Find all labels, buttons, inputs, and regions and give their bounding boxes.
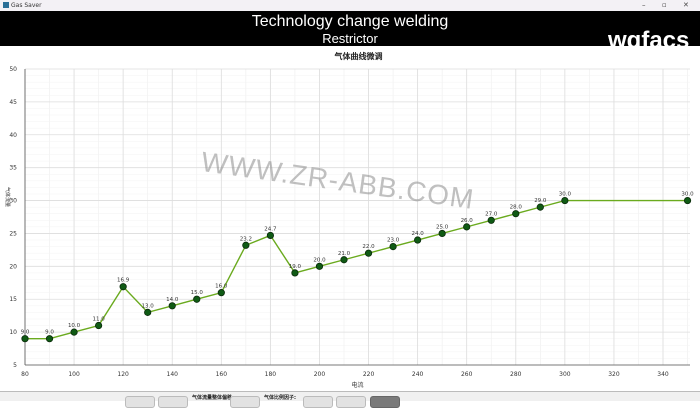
data-label: 25.0	[436, 224, 449, 230]
svg-text:wgfacs: wgfacs	[607, 27, 689, 54]
data-label: 27.0	[485, 211, 498, 217]
data-label: 26.0	[461, 218, 474, 224]
data-label: 22.0	[362, 244, 375, 250]
x-tick-label: 280	[510, 371, 522, 378]
scale-input[interactable]	[303, 396, 333, 408]
data-point	[463, 223, 471, 231]
data-point	[414, 236, 422, 244]
x-axis-label: 电流	[351, 381, 363, 389]
x-tick-label: 180	[265, 371, 277, 378]
data-point	[70, 328, 78, 336]
data-point	[193, 295, 201, 303]
x-tick-label: 340	[657, 371, 669, 378]
x-tick-label: 260	[461, 371, 473, 378]
data-point	[364, 249, 373, 257]
maximize-icon[interactable]: ▫	[662, 1, 667, 9]
header-title: Technology change welding	[251, 13, 449, 30]
y-tick-label: 25	[9, 230, 17, 237]
offset-label: 气体流量整体偏移:	[192, 395, 235, 401]
data-point	[536, 203, 544, 211]
x-tick-label: 200	[314, 371, 326, 378]
close-icon[interactable]: ✕	[683, 1, 689, 9]
x-tick-label: 140	[167, 371, 179, 378]
data-label: 9.0	[45, 330, 54, 336]
data-point	[389, 243, 397, 251]
y-axis-label: 气体流量	[4, 187, 11, 207]
data-label: 11.0	[92, 317, 105, 323]
window-title: Gas Saver	[11, 2, 42, 9]
data-label: 23.2	[240, 236, 252, 242]
data-point	[683, 196, 692, 205]
data-point	[95, 321, 103, 330]
wgfacs-logo: wgfacs	[607, 27, 689, 54]
y-tick-label: 20	[9, 263, 17, 270]
data-point	[438, 229, 446, 238]
offset-input[interactable]	[230, 396, 260, 408]
toolbar-button-2[interactable]	[158, 396, 188, 408]
data-point	[487, 216, 495, 224]
data-point	[45, 335, 54, 343]
data-label: 30.0	[681, 192, 694, 198]
data-label: 19.0	[289, 264, 302, 270]
y-tick-label: 10	[9, 329, 17, 336]
series-line	[25, 199, 688, 340]
data-point	[217, 289, 225, 297]
data-label: 20.0	[313, 257, 326, 263]
toolbar-button-3[interactable]	[336, 396, 366, 408]
minimize-icon[interactable]: –	[642, 1, 646, 9]
x-tick-label: 300	[559, 371, 571, 378]
chart-title: 气体曲线微调	[334, 52, 383, 61]
y-tick-label: 50	[9, 66, 17, 73]
data-label: 30.0	[559, 192, 572, 198]
data-label: 14.0	[166, 297, 179, 303]
scale-label: 气体比例因子:	[264, 395, 297, 401]
data-point	[512, 210, 520, 218]
data-point	[168, 302, 176, 310]
data-label: 13.0	[142, 303, 155, 309]
data-point	[266, 231, 274, 240]
x-tick-label: 160	[216, 371, 228, 378]
data-label: 28.0	[510, 205, 523, 211]
data-label: 15.0	[191, 290, 204, 296]
header-subtitle: Restrictor	[322, 31, 378, 46]
y-tick-label: 45	[9, 99, 17, 106]
data-point	[291, 269, 299, 277]
x-tick-label: 240	[412, 371, 424, 378]
data-point	[561, 196, 569, 205]
data-label: 16.9	[117, 278, 130, 284]
x-tick-label: 120	[117, 371, 129, 378]
toolbar-button-4[interactable]	[370, 396, 400, 408]
header-banner: Technology change welding Restrictor wgf…	[0, 11, 700, 54]
gas-curve-chart[interactable]: 80 100 120 140 160 180 200 220 240 260 280 300 320 34…	[0, 60, 700, 391]
y-tick-label: 5	[13, 362, 17, 369]
data-label: 29.0	[534, 198, 547, 204]
y-tick-label: 40	[9, 132, 17, 139]
data-point	[242, 241, 250, 249]
x-tick-label: 220	[363, 371, 375, 378]
x-tick-label: 320	[608, 371, 620, 378]
data-point	[21, 335, 29, 343]
y-tick-label: 15	[9, 296, 17, 303]
data-label: 10.0	[68, 323, 81, 329]
toolbar-button-1[interactable]	[125, 396, 155, 408]
data-point	[119, 283, 127, 291]
data-label: 16.0	[215, 284, 228, 290]
window-titlebar: Gas Saver – ▫ ✕	[0, 0, 700, 11]
data-point	[315, 262, 324, 270]
x-tick-label: 80	[21, 371, 29, 378]
data-label: 23.0	[387, 238, 400, 244]
y-tick-label: 30	[9, 198, 17, 205]
data-label: 24.7	[264, 226, 277, 232]
data-point	[340, 256, 348, 264]
x-tick-label: 100	[68, 371, 80, 378]
data-point	[144, 308, 152, 316]
data-label: 9.0	[21, 330, 30, 336]
y-tick-label: 35	[9, 165, 17, 172]
data-label: 24.0	[411, 231, 424, 237]
data-label: 21.0	[338, 251, 351, 257]
app-icon	[3, 2, 9, 8]
